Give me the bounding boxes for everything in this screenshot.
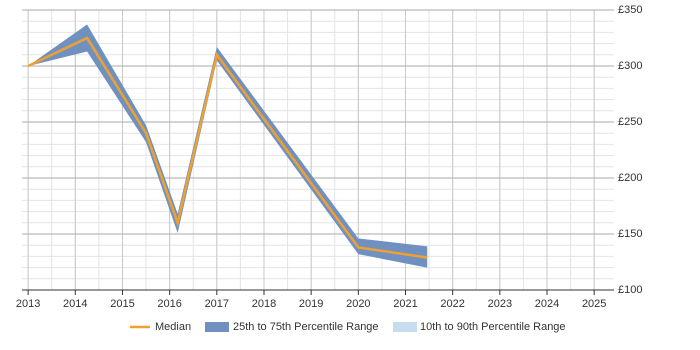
legend-label: 25th to 75th Percentile Range [233,321,379,333]
percentile-band [28,24,428,268]
y-tick-label: £100 [618,284,642,296]
percentile-band [28,24,428,268]
x-tick-label: 2024 [535,298,559,310]
y-tick-label: £250 [618,116,642,128]
x-tick-label: 2021 [393,298,417,310]
x-tick-label: 2022 [440,298,464,310]
x-tick-label: 2015 [110,298,134,310]
legend-label: 10th to 90th Percentile Range [420,321,566,333]
y-tick-label: £300 [618,60,642,72]
x-tick-label: 2017 [205,298,229,310]
x-tick-label: 2025 [582,298,606,310]
legend-swatch [393,322,417,332]
x-tick-label: 2014 [63,298,87,310]
x-tick-label: 2013 [16,298,40,310]
y-tick-label: £350 [618,4,642,16]
x-tick-label: 2018 [252,298,276,310]
legend-swatch [205,322,229,332]
y-tick-label: £150 [618,228,642,240]
y-tick-label: £200 [618,172,642,184]
x-tick-label: 2023 [488,298,512,310]
x-tick-label: 2016 [157,298,181,310]
legend-label: Median [155,321,191,333]
x-tick-label: 2019 [299,298,323,310]
x-tick-label: 2020 [346,298,370,310]
median-line [27,36,428,259]
